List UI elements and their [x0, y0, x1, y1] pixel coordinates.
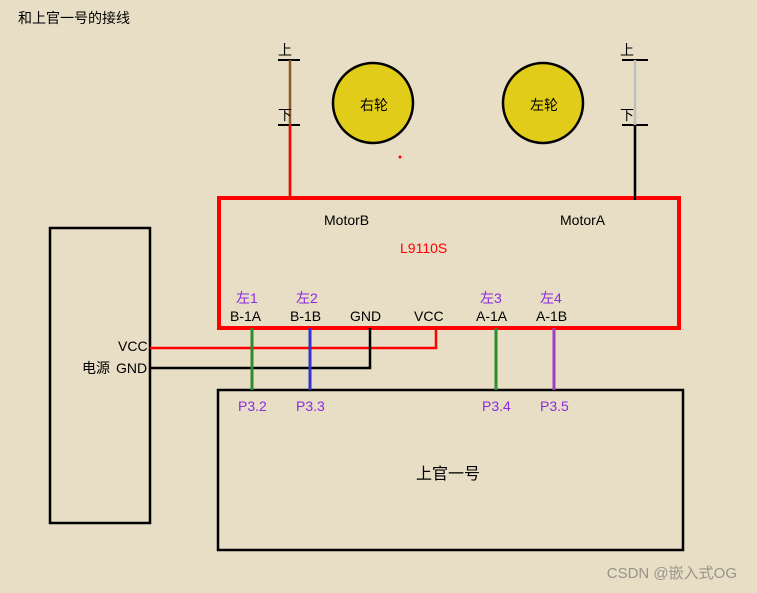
- power-vcc: VCC: [118, 338, 148, 354]
- watermark: CSDN @嵌入式OG: [607, 562, 737, 583]
- diagram-title: 和上官一号的接线: [18, 8, 130, 28]
- p32: P3.2: [238, 398, 267, 414]
- power-gnd: GND: [116, 360, 147, 376]
- wiring-diagram: [0, 0, 757, 593]
- l9110s-module: [219, 198, 679, 328]
- p35: P3.5: [540, 398, 569, 414]
- pin-b1b: B-1B: [290, 308, 321, 324]
- p33: P3.3: [296, 398, 325, 414]
- motorb-label: MotorB: [324, 212, 369, 228]
- term-dn-r: 下: [620, 105, 634, 125]
- left1: 左1: [236, 288, 258, 308]
- module-name: L9110S: [400, 240, 447, 256]
- pin-gnd: GND: [350, 308, 381, 324]
- pin-a1a: A-1A: [476, 308, 507, 324]
- left4: 左4: [540, 288, 562, 308]
- wire-vcc-wire: [150, 328, 436, 348]
- dot: [399, 156, 402, 159]
- motora-label: MotorA: [560, 212, 605, 228]
- left3: 左3: [480, 288, 502, 308]
- left2: 左2: [296, 288, 318, 308]
- term-dn-l: 下: [278, 105, 292, 125]
- pin-vcc: VCC: [414, 308, 444, 324]
- power-label: 电源: [82, 358, 110, 378]
- term-up-l: 上: [278, 40, 292, 60]
- left-wheel-label: 左轮: [530, 95, 558, 115]
- pin-a1b: A-1B: [536, 308, 567, 324]
- mcu-label: 上官一号: [416, 460, 480, 484]
- p34: P3.4: [482, 398, 511, 414]
- pin-b1a: B-1A: [230, 308, 261, 324]
- term-up-r: 上: [620, 40, 634, 60]
- right-wheel-label: 右轮: [360, 95, 388, 115]
